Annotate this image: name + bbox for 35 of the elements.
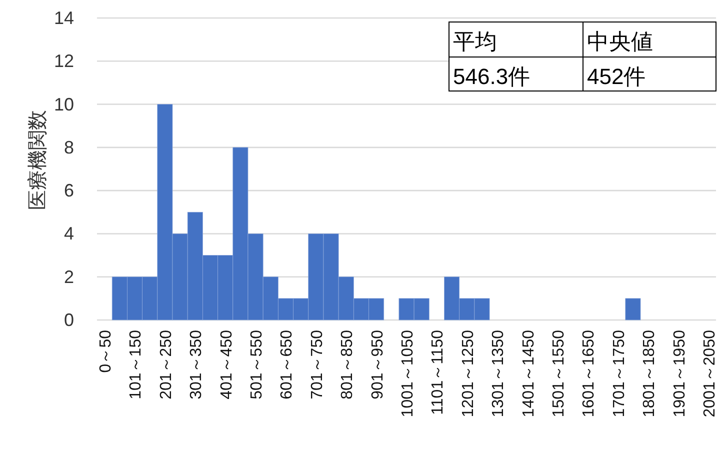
x-tick-label: 101～150	[128, 330, 145, 400]
x-tick-label: 1201～1250	[460, 330, 477, 418]
x-tick-label: 0～50	[98, 330, 115, 373]
annotation: 452件	[587, 64, 646, 89]
y-tick-label: 12	[54, 51, 74, 72]
x-tick-label: 1101～1150	[430, 330, 447, 415]
x-tick-label: 201～250	[158, 330, 175, 400]
annotation: 中央値	[587, 29, 653, 54]
y-tick-label: 0	[64, 310, 74, 330]
x-tick-label: 801～850	[339, 330, 356, 400]
y-tick-label: 8	[64, 137, 74, 158]
x-tick-label: 1601～1650	[580, 330, 598, 418]
x-tick-label: 1301～1350	[490, 330, 508, 418]
x-tick-label: 1701～1750	[610, 330, 628, 418]
x-tick-label: 1001～1050	[400, 330, 416, 418]
x-tick-label: 301～350	[188, 330, 206, 400]
x-tick-label: 1901～1950	[671, 330, 688, 418]
bar	[625, 298, 641, 320]
x-tick-label: 1401～1450	[520, 330, 538, 418]
x-tick-label: 701～750	[308, 330, 326, 400]
y-tick-label: 14	[54, 8, 74, 28]
y-tick-label: 4	[64, 224, 74, 244]
x-tick-label: 1801～1850	[641, 330, 658, 418]
x-tick-label: 401～450	[218, 330, 236, 400]
y-axis-title: 医療機関数	[27, 110, 49, 210]
annotation: 平均	[453, 29, 497, 54]
x-tick-label: 901～950	[369, 330, 386, 400]
x-tick-label: 501～550	[248, 330, 266, 400]
annotation: 546.3件	[453, 64, 530, 89]
x-tick-label: 1501～1550	[550, 330, 568, 418]
y-tick-label: 2	[64, 266, 74, 287]
x-tick-label: 601～650	[278, 330, 296, 400]
y-tick-label: 6	[64, 180, 74, 201]
x-tick-label: 2001～2050	[701, 330, 718, 418]
y-tick-label: 10	[54, 94, 74, 114]
